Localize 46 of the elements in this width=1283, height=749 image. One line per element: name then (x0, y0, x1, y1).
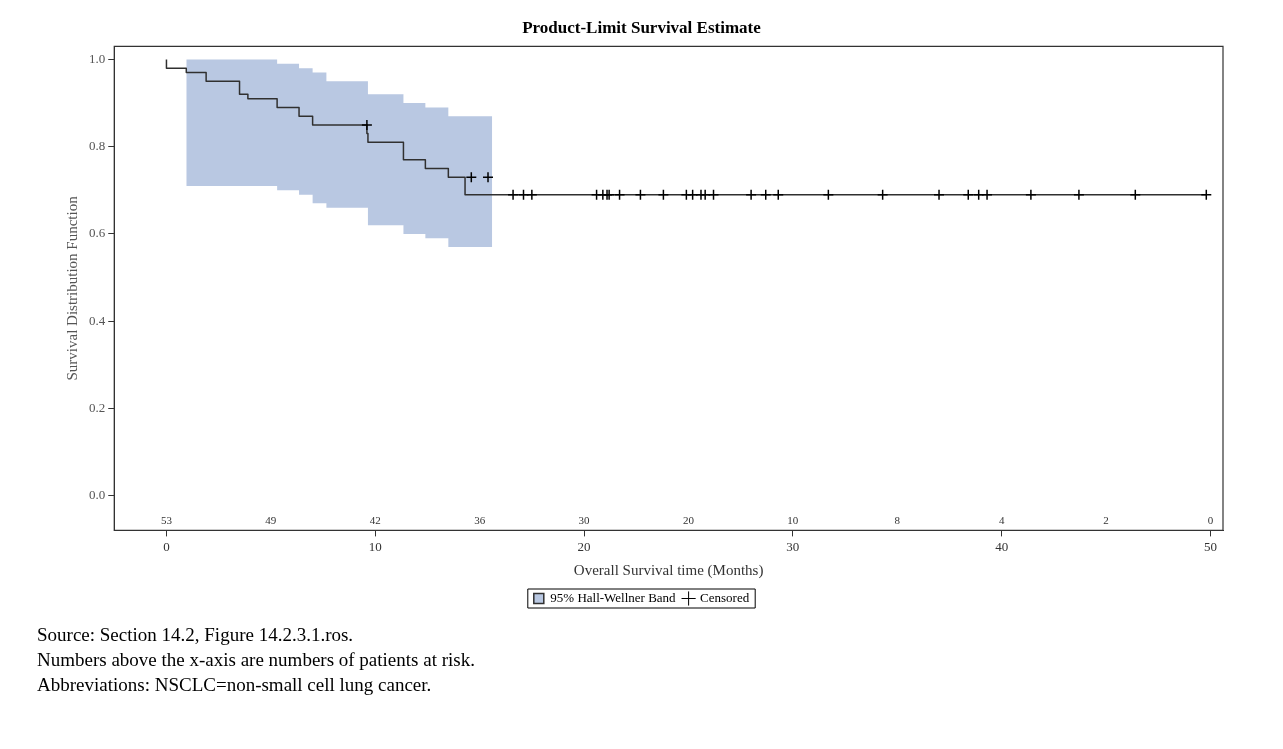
point (772, 188, 784, 201)
point (507, 188, 519, 201)
y-tick-label: 0.2 (89, 399, 106, 415)
point (707, 188, 720, 201)
point (876, 188, 889, 201)
x-tick-label: 50 (1203, 538, 1217, 554)
x-axis-title: Overall Survival time (Months) (573, 561, 764, 579)
point (657, 188, 670, 201)
y-tick-label: 0.4 (89, 312, 106, 328)
point (759, 188, 772, 201)
point (526, 188, 538, 201)
y-tick-label: 0.8 (89, 138, 106, 154)
point (933, 188, 945, 201)
x-tick-label: 10 (368, 538, 382, 554)
x-tick-label: 20 (577, 538, 591, 554)
point (1025, 188, 1037, 201)
point (1200, 188, 1213, 201)
point (686, 188, 699, 201)
y-tick-label: 0.0 (89, 486, 106, 502)
point (361, 119, 373, 131)
point (1129, 188, 1142, 201)
text: Abbreviations: NSCLC=non-small cell lung cancer. (37, 673, 433, 697)
point (822, 188, 835, 201)
point (634, 188, 647, 201)
point (1073, 188, 1085, 201)
y-tick-label: 0.6 (89, 225, 106, 241)
point (699, 188, 711, 201)
point (482, 171, 494, 183)
x-tick-label: 40 (995, 538, 1009, 554)
point (517, 188, 530, 201)
point (972, 188, 985, 201)
source-note: Source: Section 14.2, Figure 14.2.3.1.ros. (37, 623, 355, 647)
point (981, 188, 993, 201)
text: Numbers above the x-axis are numbers of patients at risk. (37, 648, 475, 672)
point (465, 171, 478, 183)
chart-title: Product-Limit Survival Estimate (522, 17, 762, 37)
text: 53 49 42 36 30 20 10 8 4 2 0 (160, 514, 1214, 527)
x-tick-label: 30 (786, 538, 800, 554)
legend-label: 95% Hall-Wellner Band (550, 589, 677, 605)
point (613, 188, 626, 201)
point (962, 188, 975, 201)
point (745, 188, 757, 201)
y-tick-label: 1.0 (89, 50, 106, 66)
x-tick-label: 0 (163, 538, 170, 554)
y-axis-title: Survival Distribution Function (63, 195, 80, 381)
legend-label: Censored (700, 589, 750, 605)
